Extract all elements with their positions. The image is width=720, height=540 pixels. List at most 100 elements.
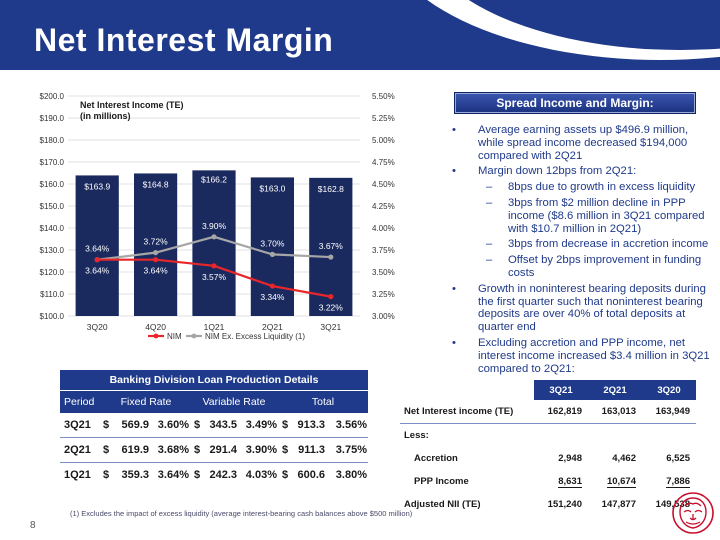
y-right-tick-label: 4.25%	[372, 202, 395, 211]
nii-row-label: Less:	[404, 430, 429, 441]
nii-value-cell: 149,538	[655, 499, 690, 510]
loan-production-table: Banking Division Loan Production Details…	[60, 370, 368, 487]
y-right-tick-label: 3.00%	[372, 312, 395, 321]
table-row: 2Q21 $ 619.9 3.68% $ 291.4 3.90% $ 911.3…	[60, 437, 368, 463]
fixed-amount-cell: 569.9	[116, 413, 150, 438]
fixed-rate-cell: 3.60%	[150, 413, 190, 438]
loan-header-total: Total	[278, 390, 368, 413]
loan-header-fixed: Fixed Rate	[102, 390, 190, 413]
variable-rate-cell: 3.49%	[238, 413, 278, 438]
series-data-label: 3.57%	[202, 272, 227, 282]
total-rate-cell: 3.75%	[326, 437, 368, 463]
sub-bullet-item: 3bps from decrease in accretion income	[452, 238, 712, 251]
nii-value-cell: 151,240	[547, 499, 582, 510]
y-right-tick-label: 3.25%	[372, 290, 395, 299]
y-right-tick-label: 4.50%	[372, 180, 395, 189]
chart-title-line: (in millions)	[80, 111, 131, 121]
variable-amount-cell: 291.4	[204, 437, 238, 463]
variable-amount-cell: 242.3	[209, 469, 237, 481]
variable-rate-cell: 4.03%	[245, 469, 277, 481]
y-left-tick-label: $110.0	[40, 290, 64, 299]
page-title: Net Interest Margin	[34, 22, 334, 58]
currency-symbol: $	[282, 469, 289, 481]
lion-logo-icon	[672, 492, 714, 534]
currency-symbol: $	[194, 469, 201, 481]
series-data-label: 3.67%	[319, 241, 344, 251]
legend-label-nim-ex: NIM Ex. Excess Liquidity (1)	[205, 332, 305, 341]
y-left-tick-label: $190.0	[40, 114, 65, 123]
bar-data-label: $164.8	[143, 179, 169, 189]
series-point	[328, 254, 334, 260]
currency-symbol: $	[278, 437, 292, 463]
nii-header-blank	[400, 380, 534, 400]
table-row: Accretion 2,948 4,462 6,525	[400, 447, 696, 470]
table-row: Net Interest income (TE) 162,819 163,013…	[400, 400, 696, 424]
series-data-label: 3.64%	[144, 266, 169, 276]
nii-reconciliation-table: 3Q21 2Q21 3Q20 Net Interest income (TE) …	[400, 380, 696, 516]
bar	[75, 175, 119, 316]
bullet-item: Average earning assets up $496.9 million…	[452, 124, 712, 162]
y-right-tick-label: 3.75%	[372, 246, 395, 255]
x-tick-label: 1Q21	[204, 322, 225, 332]
nii-value-cell: 4,462	[612, 453, 636, 464]
y-right-tick-label: 4.00%	[372, 224, 395, 233]
nim-chart: $100.0 $110.0 $120.0 $130.0 $140.0 $150.0 $160…	[40, 92, 395, 341]
nii-value-cell: 163,949	[642, 400, 696, 424]
nii-row-label: Adjusted NII (TE)	[404, 499, 481, 510]
table-row: 1Q21 $ 359.3 3.64% $ 242.3 4.03% $ 600.6…	[60, 463, 368, 488]
y-right-tick-label: 5.25%	[372, 114, 395, 123]
sub-bullet-item: 8bps due to growth in excess liquidity	[452, 181, 712, 194]
currency-symbol: $	[190, 437, 204, 463]
x-tick-label: 3Q20	[87, 322, 108, 332]
sub-bullet-item: 3bps from $2 million decline in PPP inco…	[452, 197, 712, 235]
total-amount-cell: 913.3	[292, 413, 326, 438]
bar-data-label: $166.2	[201, 174, 227, 184]
loan-header-period: Period	[60, 390, 102, 413]
nii-value-cell	[534, 424, 588, 448]
fixed-amount-cell: 619.9	[116, 437, 150, 463]
y-right-tick-label: 4.75%	[372, 158, 395, 167]
period-cell: 3Q21	[60, 413, 102, 438]
y-left-tick-label: $200.0	[40, 92, 65, 101]
nii-value-cell: 6,525	[666, 453, 690, 464]
nii-value-cell: 8,631	[558, 476, 582, 488]
fixed-rate-cell: 3.64%	[157, 469, 189, 481]
bar-data-label: $163.9	[84, 181, 110, 191]
bar-data-label: $162.8	[318, 184, 344, 194]
period-cell: 2Q21	[60, 437, 102, 463]
total-rate-cell: 3.56%	[326, 413, 368, 438]
nii-value-cell: 162,819	[534, 400, 588, 424]
y-left-tick-label: $160.0	[40, 180, 65, 189]
y-left-tick-label: $170.0	[40, 158, 65, 167]
sub-bullet-item: Offset by 2bps improvement in funding co…	[452, 254, 712, 280]
y-left-tick-label: $140.0	[40, 224, 65, 233]
y-left-tick-label: $180.0	[40, 136, 65, 145]
total-amount-cell: 911.3	[292, 437, 326, 463]
period-cell: 1Q21	[64, 469, 91, 481]
fixed-amount-cell: 359.3	[121, 469, 149, 481]
legend-marker-nim	[153, 333, 159, 339]
nii-value-cell	[588, 424, 642, 448]
series-data-label: 3.70%	[260, 238, 285, 248]
series-point	[328, 294, 334, 300]
y-right-tick-label: 5.00%	[372, 136, 395, 145]
series-data-label: 3.22%	[319, 303, 344, 313]
table-row: Less:	[400, 424, 696, 448]
series-point	[153, 257, 159, 263]
table-row: Adjusted NII (TE) 151,240 147,877 149,53…	[400, 493, 696, 516]
y-right-tick-label: 5.50%	[372, 92, 395, 101]
series-data-label: 3.34%	[260, 292, 285, 302]
table-row: PPP Income 8,631 10,674 7,886	[400, 470, 696, 493]
bullet-item: Excluding accretion and PPP income, net …	[452, 337, 712, 375]
currency-symbol: $	[102, 437, 116, 463]
series-data-label: 3.64%	[85, 266, 110, 276]
bar	[250, 177, 295, 316]
series-point	[153, 250, 159, 256]
footnote: (1) Excludes the impact of excess liquid…	[70, 509, 413, 518]
nii-value-cell: 2,948	[558, 453, 582, 464]
series-point	[211, 234, 217, 240]
bullet-item: Growth in noninterest bearing deposits d…	[452, 283, 712, 334]
bar	[133, 173, 178, 316]
series-data-label: 3.64%	[85, 244, 110, 254]
series-point	[269, 283, 275, 289]
